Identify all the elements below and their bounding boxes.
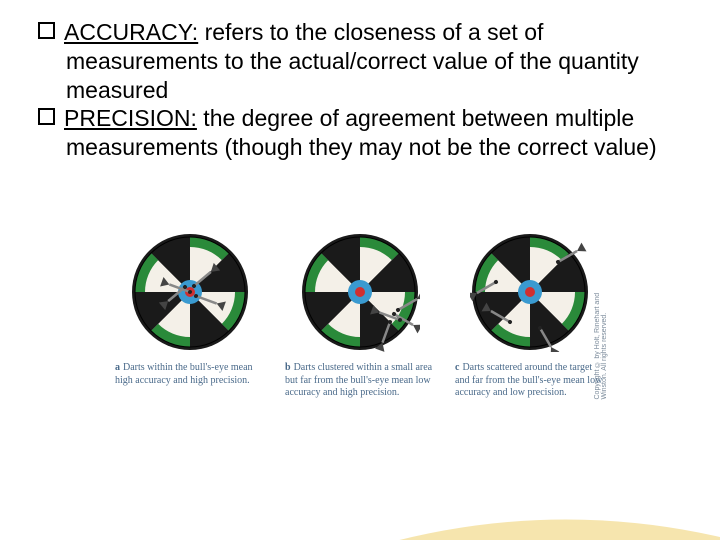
caption-a: aDarts within the bull's-eye mean high a… <box>115 362 265 387</box>
dartboard-b: bDarts clustered within a small area but… <box>290 232 430 400</box>
dartboard-icon <box>470 232 590 352</box>
bullet-accuracy: ACCURACY: refers to the closeness of a s… <box>66 18 678 104</box>
bullet-box-icon <box>38 108 55 125</box>
copyright-text: Copyright © by Holt, Rinehart and Winsto… <box>594 292 608 400</box>
dartboard-a: aDarts within the bull's-eye mean high a… <box>120 232 260 400</box>
dartboard-icon <box>300 232 420 352</box>
bullet-box-icon <box>38 22 55 39</box>
decorative-swoosh <box>280 410 720 540</box>
definitions-block: ACCURACY: refers to the closeness of a s… <box>38 18 678 162</box>
bullet-precision: PRECISION: the degree of agreement betwe… <box>66 104 678 162</box>
dartboard-icon <box>130 232 250 352</box>
term-precision: PRECISION: <box>64 105 197 131</box>
caption-c: cDarts scattered around the target and f… <box>455 362 605 400</box>
caption-b: bDarts clustered within a small area but… <box>285 362 435 400</box>
dartboard-figure: aDarts within the bull's-eye mean high a… <box>120 232 600 400</box>
term-accuracy: ACCURACY: <box>64 19 198 45</box>
dartboard-c: cDarts scattered around the target and f… <box>460 232 600 400</box>
